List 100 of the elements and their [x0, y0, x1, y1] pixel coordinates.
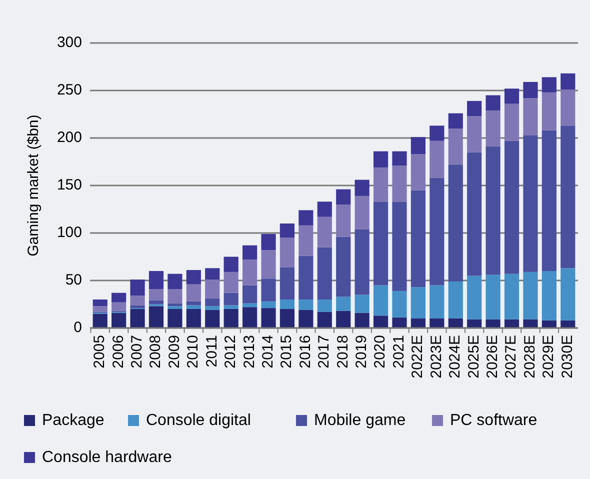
bar — [523, 82, 538, 98]
bar — [523, 135, 538, 272]
bar — [186, 270, 201, 284]
bar — [486, 274, 500, 320]
bar — [373, 151, 388, 168]
bar — [112, 292, 126, 302]
bar — [298, 210, 314, 226]
x-tick-label: 2016 — [296, 335, 314, 368]
bar — [242, 245, 258, 260]
bar — [467, 152, 482, 276]
bar — [486, 146, 500, 275]
y-tick-label: 100 — [56, 224, 82, 241]
bar — [486, 319, 500, 328]
bar — [336, 236, 351, 297]
bar — [448, 318, 463, 328]
bar — [354, 294, 370, 313]
x-tick-label: 2015 — [278, 335, 296, 368]
bar — [148, 300, 164, 304]
bar — [242, 285, 258, 304]
x-tick-label: 2017 — [316, 335, 333, 368]
bar — [410, 137, 426, 154]
bar — [336, 310, 351, 328]
bar — [523, 272, 538, 320]
y-tick-label: 0 — [74, 318, 82, 336]
bar — [430, 140, 444, 178]
bar — [354, 180, 370, 196]
bar — [448, 113, 463, 128]
bar — [205, 280, 220, 299]
bar — [224, 256, 238, 272]
bar — [392, 290, 407, 318]
x-tick-label: 2014 — [259, 335, 276, 368]
bar — [148, 306, 164, 328]
bar — [560, 320, 576, 328]
bar — [298, 225, 314, 256]
bar — [542, 271, 556, 320]
bar — [467, 116, 482, 152]
bar — [542, 92, 556, 130]
x-tick-label: 2025E — [465, 335, 482, 378]
bar — [392, 166, 407, 202]
bar — [504, 274, 520, 320]
bar — [92, 306, 108, 312]
bar — [317, 216, 332, 248]
bar — [392, 151, 407, 166]
bar — [280, 224, 295, 238]
x-tick-label: 2028E — [521, 335, 538, 378]
bar — [261, 278, 276, 302]
bar — [298, 310, 314, 328]
x-tick-label: 2005 — [91, 335, 108, 368]
bar — [410, 287, 426, 318]
bar — [280, 309, 295, 328]
bar — [317, 300, 332, 312]
x-tick-label: 2024E — [446, 335, 464, 378]
y-tick-label: 50 — [65, 271, 82, 288]
x-tick-label: 2018 — [334, 335, 352, 368]
bar — [112, 312, 126, 328]
bar — [542, 130, 556, 271]
x-tick-label: 2023E — [428, 335, 445, 378]
x-tick-label: 2013 — [240, 335, 258, 368]
bar — [224, 272, 238, 293]
bar — [336, 296, 351, 311]
bar — [92, 314, 108, 328]
bar — [224, 309, 238, 328]
x-tick-label: 2029E — [540, 335, 558, 378]
bar — [148, 271, 164, 290]
bar — [504, 88, 520, 104]
bar — [467, 319, 482, 328]
bar — [130, 309, 145, 328]
bar — [448, 164, 463, 282]
bar — [317, 247, 332, 300]
legend-label: Console digital — [146, 412, 251, 430]
bar — [242, 303, 258, 308]
x-tick-label: 2010 — [184, 335, 202, 368]
x-tick-label: 2012 — [222, 335, 240, 368]
bar — [261, 250, 276, 279]
bar — [168, 309, 182, 328]
x-tick-label: 2022E — [409, 335, 426, 378]
x-tick-label: 2030E — [558, 335, 576, 378]
bar — [168, 274, 182, 290]
bar — [410, 318, 426, 328]
y-axis-title: Gaming market ($bn) — [25, 114, 42, 256]
bar — [261, 301, 276, 308]
bar — [560, 73, 576, 90]
bar — [130, 305, 145, 308]
bar — [130, 280, 145, 296]
bar — [92, 300, 108, 306]
bar — [410, 154, 426, 190]
x-tick-label: 2011 — [203, 335, 220, 368]
bar — [467, 276, 482, 320]
bar — [486, 95, 500, 110]
bar — [317, 202, 332, 217]
bar — [467, 100, 482, 116]
bar — [373, 202, 388, 286]
x-tick-label: 2019 — [353, 335, 370, 368]
bar — [261, 234, 276, 250]
bar — [205, 310, 220, 328]
bar — [504, 140, 520, 274]
bar — [186, 284, 201, 302]
x-tick-label: 2020 — [372, 335, 389, 368]
bar — [242, 307, 258, 328]
bar — [392, 202, 407, 291]
